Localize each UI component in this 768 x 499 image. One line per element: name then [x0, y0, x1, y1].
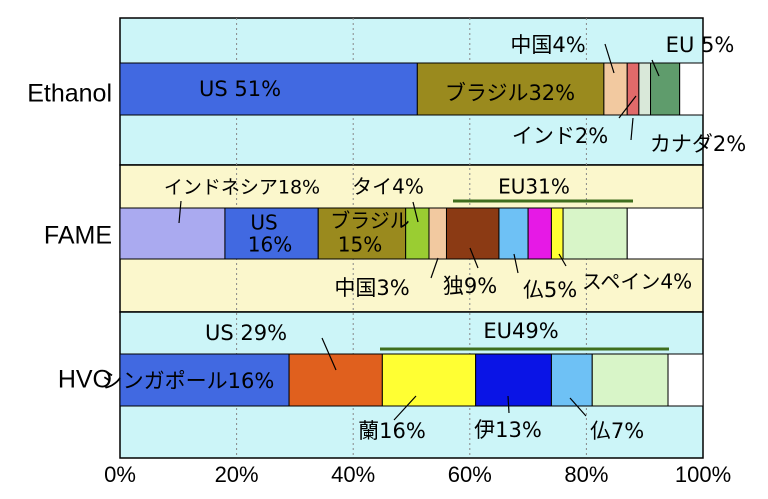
leader-line	[604, 43, 615, 74]
leader-lines	[178, 43, 660, 421]
bar-segment-hvo-4	[550, 353, 593, 407]
leader-line	[513, 253, 519, 274]
bar-segment-fame-9	[562, 207, 628, 260]
bar-remainder-hvo	[667, 353, 704, 407]
data-label-fame-2: 16%	[248, 233, 292, 257]
category-label-hvo: HVO	[58, 366, 112, 394]
x-tick-labels: 0% 20% 40% 60% 80% 100%	[104, 462, 731, 487]
bar-segment-ethanol-0	[119, 62, 418, 116]
data-labels: US 51% ブラジル32% 中国4% EU 5% インド2% カナダ2% インドネシア18…	[102, 33, 747, 443]
leader-line	[630, 117, 634, 141]
bar-segment-ethanol-2	[603, 62, 628, 116]
x-tick-label: 0%	[104, 462, 136, 487]
data-label-fame-10: スペイン4%	[582, 270, 692, 294]
x-tick-label: 100%	[675, 462, 731, 487]
x-tick-label: 40%	[331, 462, 375, 487]
leader-line	[651, 59, 660, 77]
leader-line	[618, 95, 637, 119]
data-label-hvo-2: EU49%	[483, 319, 558, 343]
x-tick-label: 60%	[448, 462, 492, 487]
data-label-ethanol-0: US 51%	[199, 77, 281, 101]
data-label-hvo-1: シンガポール16%	[102, 369, 275, 393]
category-labels: Ethanol FAME HVO	[27, 80, 112, 394]
x-tick-label: 20%	[215, 462, 259, 487]
data-label-fame-4: 15%	[338, 233, 382, 257]
data-label-fame-3: ブラジル	[330, 209, 410, 233]
data-label-fame-9: 仏5%	[523, 278, 577, 302]
eu-brackets	[380, 199, 669, 351]
x-tick-label: 80%	[564, 462, 608, 487]
data-label-fame-6: EU31%	[498, 175, 570, 199]
data-label-ethanol-3: EU 5%	[666, 33, 735, 57]
bar-segment-ethanol-3	[626, 62, 640, 116]
bar-segment-ethanol-5	[650, 62, 681, 116]
bar-segment-hvo-1	[288, 353, 383, 407]
data-label-fame-7: 中国3%	[334, 276, 409, 300]
category-label-fame: FAME	[44, 222, 112, 250]
bar-remainder-ethanol	[679, 62, 704, 116]
data-label-ethanol-5: カナダ2%	[650, 132, 746, 156]
bar-segment-fame-6	[498, 207, 529, 260]
leader-line	[569, 397, 587, 417]
bar-segment-fame-2	[317, 207, 407, 260]
leader-line	[321, 337, 337, 371]
leader-line	[469, 247, 479, 269]
leader-line	[393, 395, 417, 421]
bar-remainder-fame	[626, 207, 704, 260]
data-label-hvo-3: 蘭16%	[358, 419, 426, 443]
bar-segment-fame-0	[119, 207, 226, 260]
data-label-hvo-0: US 29%	[205, 321, 287, 345]
leader-line	[558, 253, 567, 267]
bar-segment-fame-1	[224, 207, 319, 260]
leader-line	[412, 201, 419, 223]
bar-segment-fame-5	[445, 207, 500, 260]
leader-line	[507, 395, 510, 414]
category-label-ethanol: Ethanol	[27, 80, 112, 108]
data-label-fame-1: US	[250, 211, 277, 235]
data-label-hvo-5: 仏7%	[590, 419, 644, 443]
bar-segment-fame-8	[550, 207, 564, 260]
data-label-hvo-4: 伊13%	[474, 418, 542, 442]
bar-segments	[119, 62, 704, 407]
bar-segment-ethanol-1	[416, 62, 605, 116]
data-label-fame-8: 独9%	[443, 274, 497, 298]
bar-segment-hvo-2	[381, 353, 477, 407]
data-label-ethanol-1: ブラジル32%	[445, 81, 575, 105]
bar-segment-ethanol-4	[638, 62, 652, 116]
data-label-ethanol-2: 中国4%	[510, 33, 585, 57]
bar-segment-hvo-3	[475, 353, 552, 407]
data-label-fame-5: タイ4%	[352, 175, 424, 199]
bar-segment-fame-7	[527, 207, 552, 260]
data-label-fame-0: インドネシア18%	[164, 177, 320, 199]
bar-segment-hvo-0	[119, 353, 290, 407]
leader-line	[430, 257, 439, 279]
leader-line	[178, 200, 182, 224]
bar-segment-fame-4	[428, 207, 447, 260]
data-label-ethanol-4: インド2%	[512, 124, 608, 148]
bar-segment-hvo-5	[591, 353, 669, 407]
